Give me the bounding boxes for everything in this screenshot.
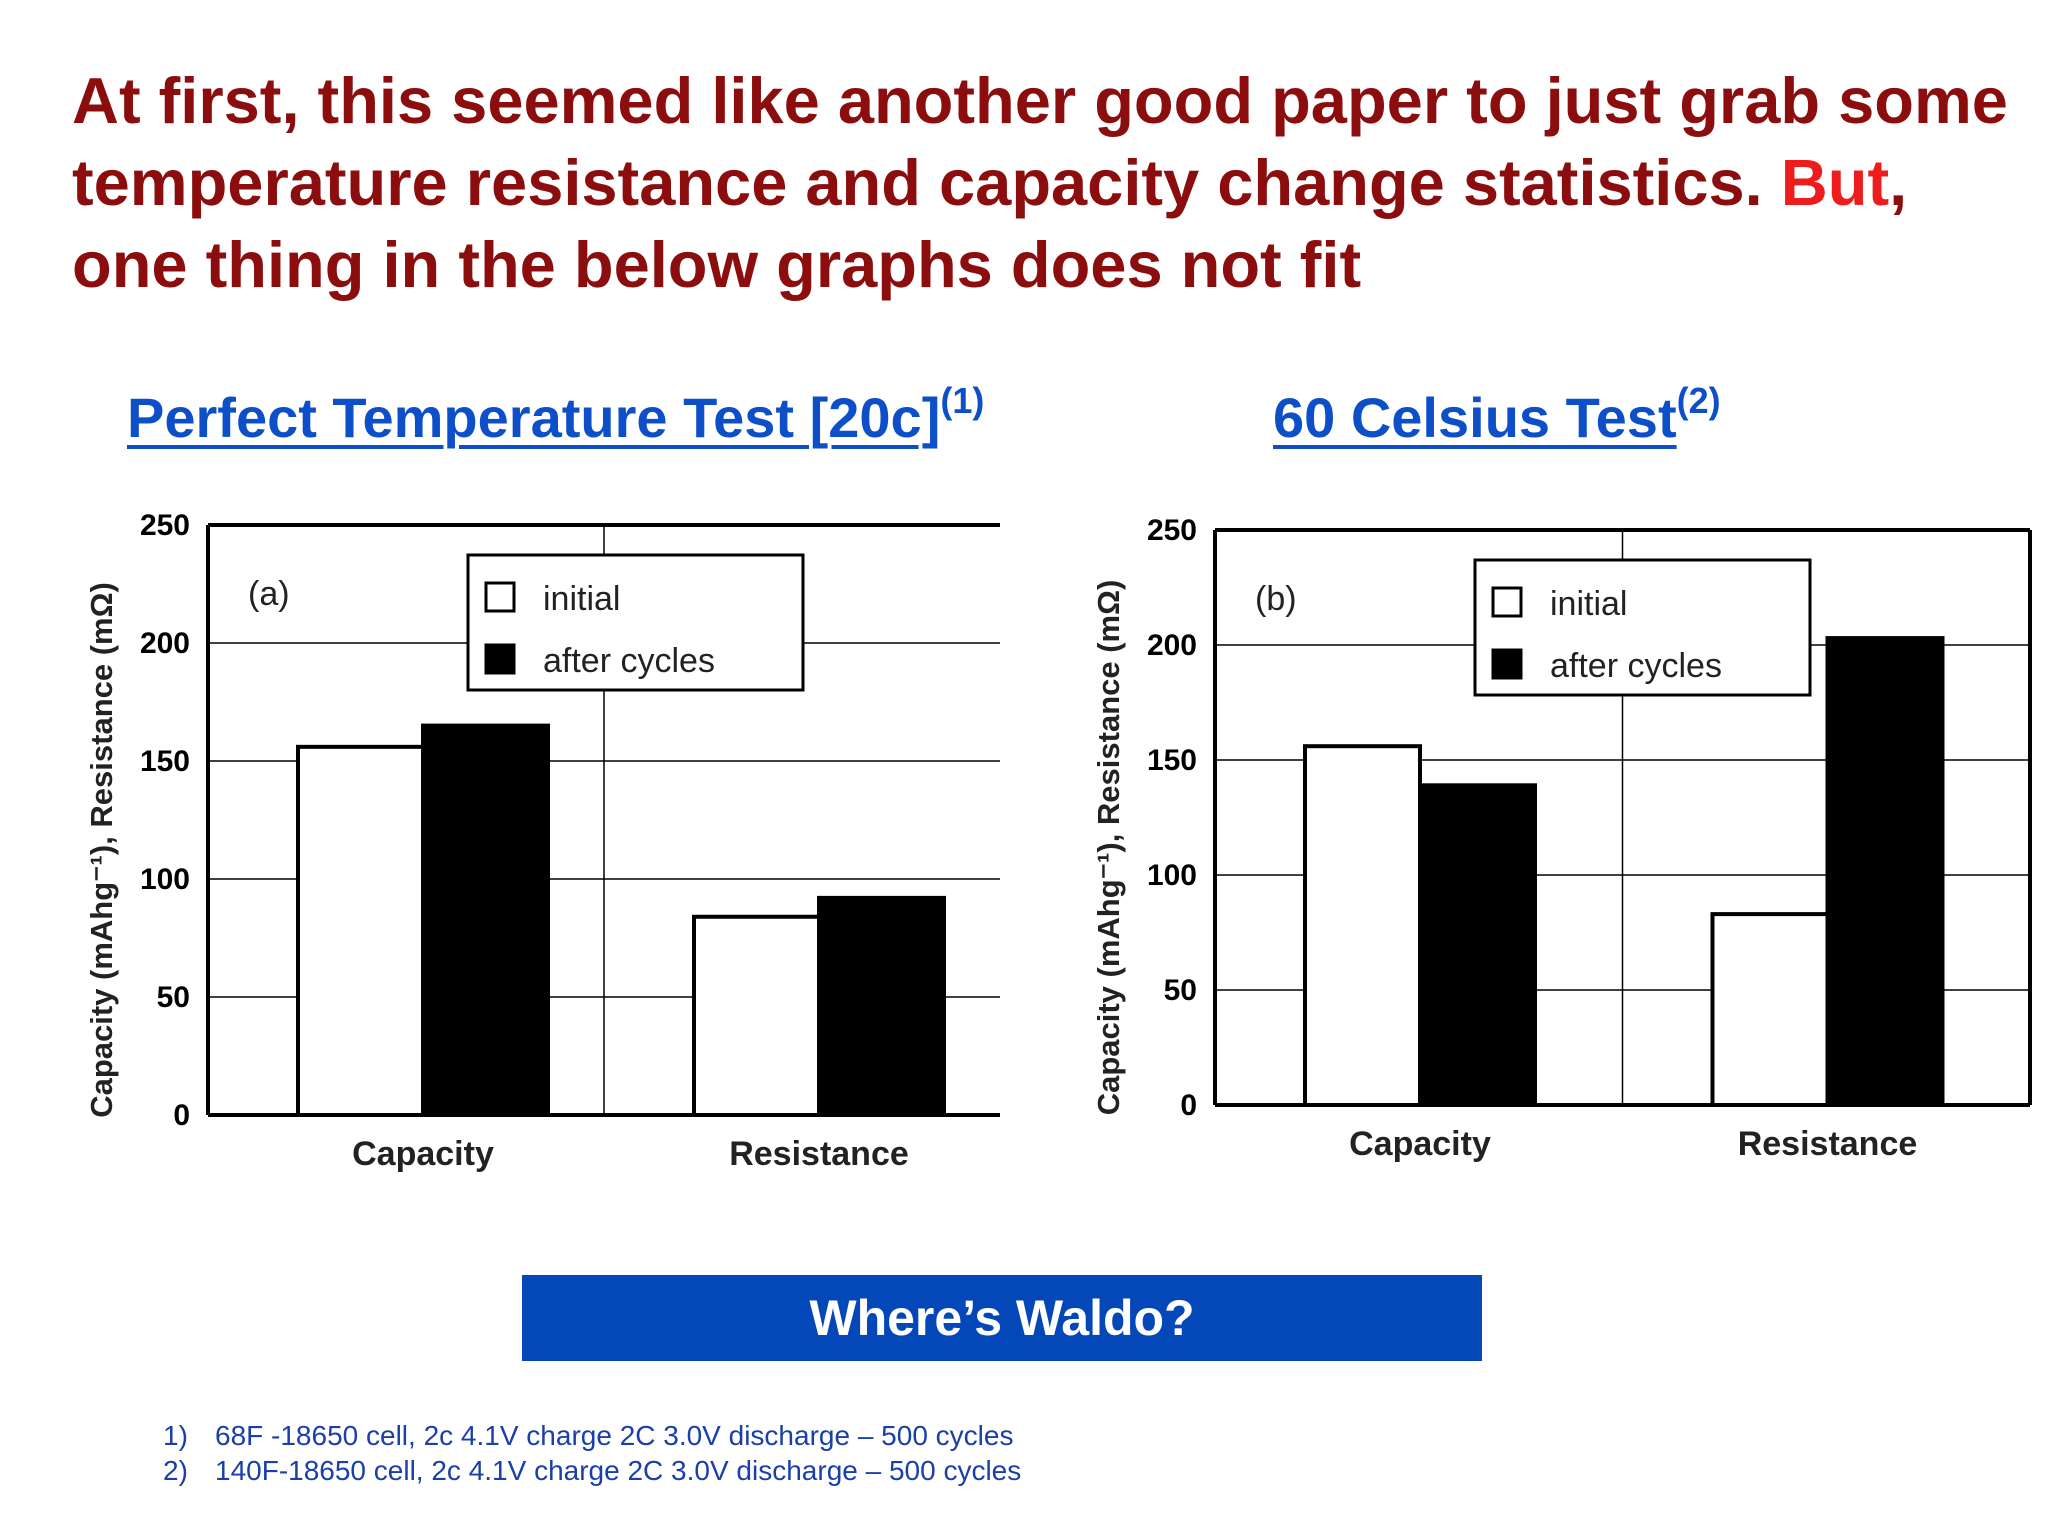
chart-a-ytick-label: 250 <box>140 509 190 542</box>
chart-b-legend-swatch <box>1491 648 1523 680</box>
chart-b-legend-label: after cycles <box>1550 647 1722 685</box>
waldo-banner: Where’s Waldo? <box>522 1275 1482 1361</box>
chart-a-ytick-label: 100 <box>140 863 190 896</box>
chart-b-ytick-label: 250 <box>1147 514 1197 547</box>
chart-b-legend-box <box>1473 558 1812 697</box>
chart-b-ytick-label: 100 <box>1147 859 1197 892</box>
footnote-2-number: 2) <box>163 1455 188 1486</box>
chart-a-ytick-label: 0 <box>173 1099 190 1132</box>
chart-b-legend-swatch <box>1491 586 1523 618</box>
chart-b-ytick-label: 150 <box>1147 744 1197 777</box>
chart-a-panel-label: (a) <box>248 575 290 613</box>
chart-b-xtick-label: Capacity <box>1349 1125 1491 1163</box>
chart-b-panel-label: (b) <box>1255 580 1297 618</box>
chart-a-legend-box <box>466 553 805 692</box>
chart-a-xtick-label: Resistance <box>729 1135 909 1173</box>
footnote-1-number: 1) <box>163 1420 188 1451</box>
headline-highlight: But <box>1780 146 1890 219</box>
chart-a-bar-capacity-after-cycles <box>421 723 550 1117</box>
headline-text: At first, this seemed like another good … <box>72 64 2008 219</box>
footnote-2: 2) 140F-18650 cell, 2c 4.1V charge 2C 3.0… <box>163 1453 1021 1488</box>
chart-b-xtick-label: Resistance <box>1738 1125 1918 1163</box>
chart-b-bar-capacity-after-cycles <box>1418 783 1537 1107</box>
chart-a-bar-capacity-initial <box>296 744 425 1117</box>
chart-a-ytick-label: 50 <box>157 981 190 1014</box>
chart-a-xtick-label: Capacity <box>352 1135 494 1173</box>
headline-text-end: , one thing in the below graphs does not… <box>72 146 1908 301</box>
chart-b-title-text: 60 Celsius Test <box>1273 386 1677 449</box>
chart-b-title: 60 Celsius Test(2) <box>1273 380 1721 450</box>
footnote-1-text: 68F -18650 cell, 2c 4.1V charge 2C 3.0V … <box>215 1420 1014 1451</box>
chart-b-bar-resistance-initial <box>1710 912 1830 1107</box>
footnote-2-text: 140F-18650 cell, 2c 4.1V charge 2C 3.0V … <box>215 1455 1022 1486</box>
chart-a-title: Perfect Temperature Test [20c](1) <box>127 380 984 450</box>
chart-b-ytick-label: 200 <box>1147 629 1197 662</box>
chart-a-legend-swatch <box>484 643 516 675</box>
footnotes: 1) 68F -18650 cell, 2c 4.1V charge 2C 3.0… <box>163 1418 1021 1488</box>
footnote-1: 1) 68F -18650 cell, 2c 4.1V charge 2C 3.0… <box>163 1418 1021 1453</box>
chart-a-bar-resistance-initial <box>692 914 821 1118</box>
chart-a-title-text: Perfect Temperature Test [20c] <box>127 386 941 449</box>
chart-a-legend-swatch <box>484 581 516 613</box>
chart-b-legend-label: initial <box>1550 585 1627 623</box>
chart-a-title-footnote: (1) <box>940 380 985 421</box>
chart-b-bar-resistance-after-cycles <box>1825 636 1945 1107</box>
chart-b-ytick-label: 0 <box>1180 1089 1197 1122</box>
chart-a-bar-resistance-after-cycles <box>817 895 946 1117</box>
chart-b-title-footnote: (2) <box>1676 380 1721 421</box>
chart-a-legend-label: after cycles <box>543 642 715 680</box>
headline: At first, this seemed like another good … <box>72 60 2012 306</box>
chart-b-y-axis-title: Capacity (mAhg⁻¹), Resistance (mΩ) <box>1091 580 1126 1116</box>
chart-a-ytick-label: 200 <box>140 627 190 660</box>
chart-b-ytick-label: 50 <box>1164 974 1197 1007</box>
chart-a: 0 50 100 150 200 250 Capacity Resistance (a) init… <box>84 509 1000 1173</box>
chart-a-y-axis-title: Capacity (mAhg⁻¹), Resistance (mΩ) <box>84 582 119 1118</box>
waldo-banner-text: Where’s Waldo? <box>809 1290 1195 1346</box>
chart-b: 0 50 100 150 200 250 Capacity Resistance (b) init… <box>1091 514 2032 1163</box>
chart-a-legend-label: initial <box>543 580 620 618</box>
chart-a-ytick-label: 150 <box>140 745 190 778</box>
chart-b-bar-capacity-initial <box>1303 744 1422 1107</box>
